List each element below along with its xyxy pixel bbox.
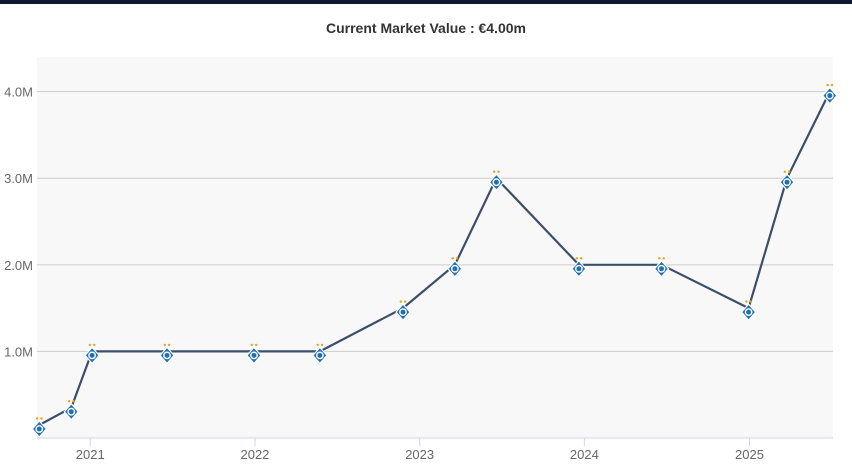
y-tick-label: 3.0M xyxy=(4,171,33,186)
crest-star-right xyxy=(749,300,752,303)
crest-ring xyxy=(88,351,96,360)
crest-star-right xyxy=(788,170,791,173)
club-crest-icon xyxy=(653,257,670,278)
y-tick-label: 1.0M xyxy=(4,344,33,359)
crest-diamond xyxy=(447,259,463,278)
crest-star-left xyxy=(399,300,402,303)
crest-star-left xyxy=(493,170,496,173)
crest-star-right xyxy=(72,400,75,403)
club-crest-icon xyxy=(159,343,175,365)
crest-star-right xyxy=(579,257,583,260)
crest-diamond xyxy=(84,346,100,365)
crest-diamond xyxy=(653,259,670,278)
crest-diamond xyxy=(159,346,175,365)
crest-star-left xyxy=(451,257,454,260)
club-crest-icon xyxy=(31,417,48,438)
club-crest-icon xyxy=(312,343,328,365)
crest-star-right xyxy=(662,257,665,260)
crest-star-right xyxy=(93,343,96,347)
crest-star-left xyxy=(658,257,661,260)
crest-diamond xyxy=(740,303,757,322)
crest-ring xyxy=(825,91,834,100)
crest-diamond xyxy=(312,346,328,365)
crest-ring xyxy=(67,407,76,416)
club-crest-icon xyxy=(246,343,262,365)
crest-star-left xyxy=(35,417,39,420)
crest-ring xyxy=(399,308,407,317)
crest-star-left xyxy=(826,83,829,87)
top-bar xyxy=(0,0,852,4)
club-crest-icon xyxy=(447,257,463,278)
crest-star-right xyxy=(830,83,834,87)
y-tick-label: 2.0M xyxy=(4,258,33,273)
crest-ring xyxy=(450,264,459,273)
y-tick-label: 4.0M xyxy=(4,85,33,100)
crest-diamond xyxy=(63,402,80,421)
crest-star-left xyxy=(88,343,92,347)
club-crest-icon xyxy=(63,400,80,421)
crest-star-right xyxy=(168,343,171,347)
crest-star-right xyxy=(320,343,324,347)
plot-area xyxy=(37,57,833,438)
club-crest-icon xyxy=(571,257,587,278)
club-crest-icon xyxy=(395,300,411,322)
crest-diamond xyxy=(395,303,411,322)
crest-diamond xyxy=(31,420,48,438)
crest-ring xyxy=(783,178,791,187)
club-crest-icon xyxy=(740,300,757,322)
crest-star-left xyxy=(67,400,71,403)
crest-star-left xyxy=(783,170,786,173)
crest-ring xyxy=(657,264,666,273)
crest-star-right xyxy=(497,170,500,173)
club-crest-icon xyxy=(822,83,838,105)
crest-ring xyxy=(315,351,324,360)
crest-diamond xyxy=(488,173,505,192)
chart-title: Current Market Value : €4.00m xyxy=(326,20,526,36)
x-tick-label: 2021 xyxy=(76,447,105,462)
crest-star-right xyxy=(255,343,258,347)
x-tick-label: 2023 xyxy=(405,447,434,462)
crest-diamond xyxy=(779,173,795,192)
x-tick-label: 2022 xyxy=(240,447,269,462)
crest-diamond xyxy=(822,86,838,105)
crest-star-right xyxy=(40,417,43,420)
crest-star-left xyxy=(745,300,748,303)
crest-diamond xyxy=(571,259,587,278)
crest-star-left xyxy=(316,343,319,347)
crest-ring xyxy=(575,264,583,273)
crest-star-left xyxy=(575,257,578,260)
x-tick-label: 2024 xyxy=(570,447,599,462)
crest-ring xyxy=(744,308,753,317)
crest-ring xyxy=(35,425,44,433)
crest-ring xyxy=(163,351,171,360)
series-line-0 xyxy=(38,91,831,426)
crest-star-left xyxy=(250,343,253,347)
crest-ring xyxy=(250,351,258,360)
crest-star-left xyxy=(163,343,166,347)
club-crest-icon xyxy=(84,343,100,365)
crest-diamond xyxy=(246,346,262,365)
x-tick-label: 2025 xyxy=(735,447,764,462)
crest-ring xyxy=(492,178,501,187)
club-crest-icon xyxy=(779,170,795,192)
crest-star-right xyxy=(404,300,407,303)
crest-star-right xyxy=(455,257,459,260)
club-crest-icon xyxy=(488,170,505,192)
